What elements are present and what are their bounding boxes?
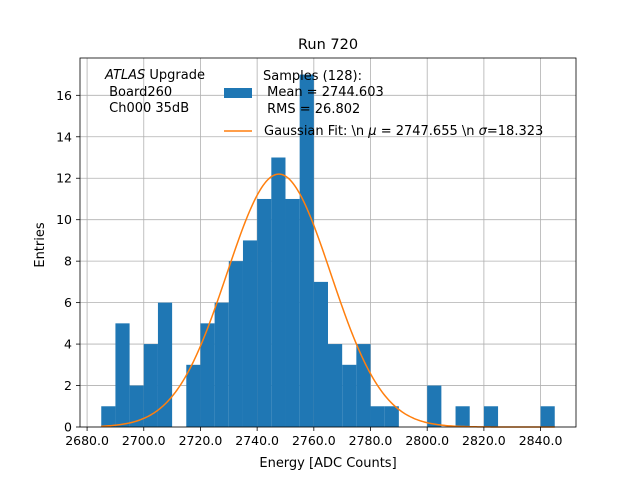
x-tick-label: 2740.0 <box>235 433 279 448</box>
annotation-line-3: Ch000 35dB <box>105 101 189 116</box>
histogram-chart: Run 720 2680.0 2700.0 2720.0 2740.0 2760.0 27… <box>0 0 640 480</box>
y-axis-label: Entries <box>33 222 48 268</box>
x-tick-label: 2700.0 <box>122 433 166 448</box>
y-tick-label: 14 <box>56 129 72 144</box>
annotation-line-1: ATLAS Upgrade <box>104 68 205 83</box>
histogram-bar <box>314 282 328 427</box>
x-tick-label: 2780.0 <box>349 433 393 448</box>
x-tick-label: 2680.0 <box>65 433 109 448</box>
histogram-bar <box>257 199 271 427</box>
y-tick-label: 16 <box>56 88 72 103</box>
legend-samples-line-3: RMS = 26.802 <box>263 102 360 117</box>
legend-fit-part-3: =18.323 <box>487 124 543 139</box>
legend-fit-mu: μ <box>367 124 376 139</box>
y-tick-label: 8 <box>64 254 72 269</box>
histogram-bar <box>243 240 257 427</box>
y-tick-label: 10 <box>56 212 72 227</box>
histogram-bar <box>101 406 115 427</box>
histogram-bar <box>229 261 243 427</box>
histogram-bar <box>285 199 299 427</box>
x-tick-label: 2840.0 <box>519 433 563 448</box>
histogram-bar <box>385 406 399 427</box>
histogram-bar <box>427 386 441 427</box>
histogram-bar <box>356 344 370 427</box>
histogram-bar <box>342 365 356 427</box>
histogram-bar <box>271 158 285 427</box>
histogram-bar <box>115 323 129 427</box>
y-tick-label: 6 <box>64 295 72 310</box>
y-tick-label: 12 <box>56 171 72 186</box>
x-tick-label: 2820.0 <box>462 433 506 448</box>
y-tick-label: 2 <box>64 378 72 393</box>
histogram-bar <box>328 344 342 427</box>
histogram-bar <box>456 406 470 427</box>
histogram-bar <box>371 406 385 427</box>
histogram-bar <box>215 303 229 427</box>
x-tick-label: 2760.0 <box>292 433 336 448</box>
annotation-suffix: Upgrade <box>145 68 205 83</box>
x-tick-label: 2800.0 <box>405 433 449 448</box>
legend-samples-line-1: Samples (128): <box>263 69 362 84</box>
histogram-bar <box>541 406 555 427</box>
annotation-line-2: Board260 <box>105 85 172 100</box>
histogram-bar <box>200 323 214 427</box>
legend-fit-label: Gaussian Fit: \n μ = 2747.655 \n σ=18.32… <box>264 124 543 139</box>
annotation-prefix: ATLAS <box>104 68 145 83</box>
y-tick-label: 0 <box>64 420 72 435</box>
x-axis-label: Energy [ADC Counts] <box>259 456 396 471</box>
legend-samples-line-2: Mean = 2744.603 <box>263 85 384 100</box>
legend-fit-part-1: Gaussian Fit: \n <box>264 124 368 139</box>
histogram-bar <box>484 406 498 427</box>
histogram-bar <box>186 365 200 427</box>
x-tick-label: 2720.0 <box>179 433 223 448</box>
chart-title: Run 720 <box>298 37 358 53</box>
y-tick-label: 4 <box>64 337 72 352</box>
legend-fit-part-2: = 2747.655 \n <box>377 124 479 139</box>
legend-samples-swatch <box>224 88 252 98</box>
